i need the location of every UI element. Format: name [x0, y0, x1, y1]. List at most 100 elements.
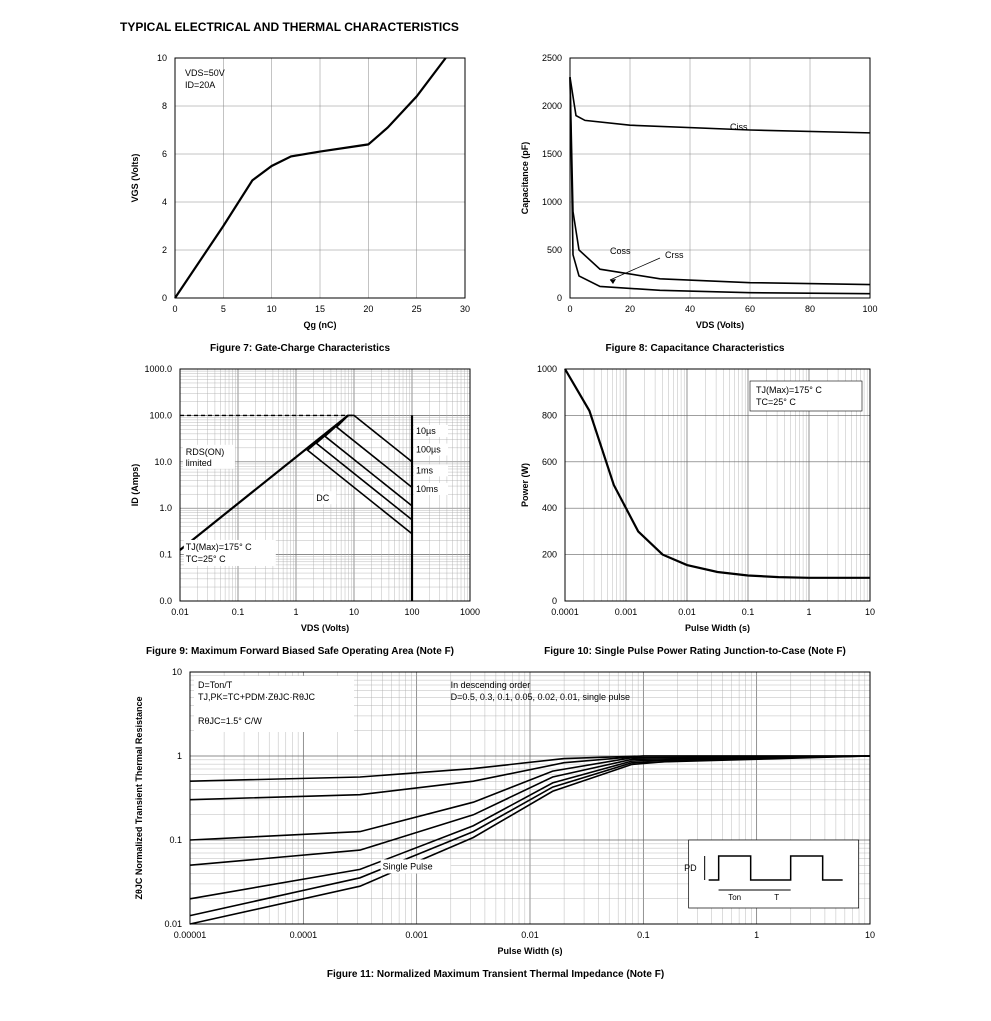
svg-text:Power (W): Power (W)	[520, 463, 530, 507]
svg-text:0.001: 0.001	[405, 930, 428, 940]
svg-text:Pulse Width (s): Pulse Width (s)	[685, 623, 750, 633]
svg-text:1: 1	[806, 607, 811, 617]
svg-text:0.1: 0.1	[742, 607, 755, 617]
fig7-caption: Figure 7: Gate-Charge Characteristics	[120, 342, 480, 355]
svg-text:RDS(ON): RDS(ON)	[186, 447, 225, 457]
svg-text:10ms: 10ms	[416, 484, 439, 494]
svg-text:limited: limited	[186, 458, 212, 468]
svg-text:800: 800	[542, 410, 557, 420]
svg-text:1.0: 1.0	[159, 503, 172, 513]
svg-text:1ms: 1ms	[416, 465, 434, 475]
svg-text:Ton: Ton	[728, 893, 741, 902]
svg-text:10: 10	[172, 667, 182, 677]
svg-text:10: 10	[865, 607, 875, 617]
svg-text:TJ,PK=TC+PDM·ZθJC·RθJC: TJ,PK=TC+PDM·ZθJC·RθJC	[198, 692, 316, 702]
svg-text:10: 10	[267, 304, 277, 314]
svg-text:0: 0	[557, 293, 562, 303]
row-1: 0510152025300246810VDS=50VID=20AQg (nC)V…	[120, 48, 871, 355]
fig8-caption: Figure 8: Capacitance Characteristics	[510, 342, 880, 355]
svg-text:1000: 1000	[542, 197, 562, 207]
fig9-panel: 0.010.111010010000.00.11.010.0100.01000.…	[120, 361, 480, 658]
svg-text:VDS=50V: VDS=50V	[185, 68, 225, 78]
svg-text:10: 10	[349, 607, 359, 617]
svg-text:Capacitance (pF): Capacitance (pF)	[520, 142, 530, 215]
svg-text:0.1: 0.1	[637, 930, 650, 940]
svg-text:100µs: 100µs	[416, 445, 441, 455]
svg-text:2500: 2500	[542, 53, 562, 63]
row-2: 0.010.111010010000.00.11.010.0100.01000.…	[120, 361, 871, 658]
fig11-caption: Figure 11: Normalized Maximum Transient …	[120, 968, 871, 981]
fig10-panel: 0.00010.0010.010.111002004006008001000TJ…	[510, 361, 880, 658]
svg-text:0: 0	[567, 304, 572, 314]
svg-text:20: 20	[625, 304, 635, 314]
svg-text:1000.0: 1000.0	[144, 364, 172, 374]
svg-text:2: 2	[162, 245, 167, 255]
fig9-caption: Figure 9: Maximum Forward Biased Safe Op…	[120, 645, 480, 658]
svg-text:400: 400	[542, 503, 557, 513]
svg-text:TJ(Max)=175° C: TJ(Max)=175° C	[756, 385, 822, 395]
fig8-chart: 02040608010005001000150020002500CissCoss…	[510, 48, 880, 338]
svg-text:Crss: Crss	[665, 250, 684, 260]
svg-text:0: 0	[172, 304, 177, 314]
svg-text:0.0001: 0.0001	[551, 607, 579, 617]
page-title: TYPICAL ELECTRICAL AND THERMAL CHARACTER…	[120, 20, 871, 34]
svg-text:T: T	[774, 893, 779, 902]
svg-text:Qg (nC): Qg (nC)	[304, 320, 337, 330]
svg-text:RθJC=1.5° C/W: RθJC=1.5° C/W	[198, 716, 262, 726]
svg-text:40: 40	[685, 304, 695, 314]
svg-text:ZθJC Normalized Transient Ther: ZθJC Normalized Transient Thermal Resist…	[134, 697, 144, 900]
svg-text:10µs: 10µs	[416, 426, 436, 436]
fig7-panel: 0510152025300246810VDS=50VID=20AQg (nC)V…	[120, 48, 480, 355]
svg-text:0.01: 0.01	[678, 607, 696, 617]
svg-text:1000: 1000	[460, 607, 480, 617]
svg-text:0: 0	[162, 293, 167, 303]
svg-text:DC: DC	[316, 493, 329, 503]
svg-text:60: 60	[745, 304, 755, 314]
svg-text:2000: 2000	[542, 101, 562, 111]
svg-text:25: 25	[412, 304, 422, 314]
fig8-panel: 02040608010005001000150020002500CissCoss…	[510, 48, 880, 355]
svg-text:In descending order: In descending order	[451, 680, 531, 690]
svg-text:10: 10	[157, 53, 167, 63]
fig11-chart: 0.000010.00010.0010.010.11100.010.1110D=…	[120, 664, 880, 964]
svg-text:VGS (Volts): VGS (Volts)	[130, 154, 140, 203]
svg-text:4: 4	[162, 197, 167, 207]
svg-text:TC=25° C: TC=25° C	[186, 554, 226, 564]
svg-text:600: 600	[542, 457, 557, 467]
svg-text:1000: 1000	[537, 364, 557, 374]
svg-text:TC=25° C: TC=25° C	[756, 397, 796, 407]
svg-text:ID (Amps): ID (Amps)	[130, 464, 140, 507]
svg-text:0.1: 0.1	[232, 607, 245, 617]
svg-text:D=0.5, 0.3, 0.1, 0.05, 0.02, 0: D=0.5, 0.3, 0.1, 0.05, 0.02, 0.01, singl…	[451, 692, 630, 702]
svg-text:VDS (Volts): VDS (Volts)	[696, 320, 744, 330]
svg-text:0: 0	[552, 596, 557, 606]
fig7-chart: 0510152025300246810VDS=50VID=20AQg (nC)V…	[120, 48, 480, 338]
svg-text:0.01: 0.01	[164, 919, 182, 929]
svg-text:1: 1	[754, 930, 759, 940]
svg-text:0.01: 0.01	[171, 607, 189, 617]
svg-text:80: 80	[805, 304, 815, 314]
svg-text:10: 10	[865, 930, 875, 940]
svg-text:TJ(Max)=175° C: TJ(Max)=175° C	[186, 542, 252, 552]
svg-text:1500: 1500	[542, 149, 562, 159]
svg-text:20: 20	[363, 304, 373, 314]
fig11-panel: 0.000010.00010.0010.010.11100.010.1110D=…	[120, 664, 871, 981]
svg-text:0.0: 0.0	[159, 596, 172, 606]
svg-text:100.0: 100.0	[149, 410, 172, 420]
svg-text:Single Pulse: Single Pulse	[383, 861, 433, 871]
svg-text:Ciss: Ciss	[730, 122, 748, 132]
svg-text:0.0001: 0.0001	[290, 930, 318, 940]
svg-text:Coss: Coss	[610, 246, 631, 256]
svg-text:30: 30	[460, 304, 470, 314]
svg-text:0.01: 0.01	[521, 930, 539, 940]
svg-text:1: 1	[293, 607, 298, 617]
svg-text:D=Ton/T: D=Ton/T	[198, 680, 233, 690]
fig9-chart: 0.010.111010010000.00.11.010.0100.01000.…	[120, 361, 480, 641]
svg-text:0.00001: 0.00001	[174, 930, 207, 940]
fig10-chart: 0.00010.0010.010.111002004006008001000TJ…	[510, 361, 880, 641]
svg-text:ID=20A: ID=20A	[185, 80, 215, 90]
svg-text:PD: PD	[684, 863, 697, 873]
svg-text:500: 500	[547, 245, 562, 255]
svg-text:1: 1	[177, 751, 182, 761]
svg-text:0.1: 0.1	[159, 550, 172, 560]
